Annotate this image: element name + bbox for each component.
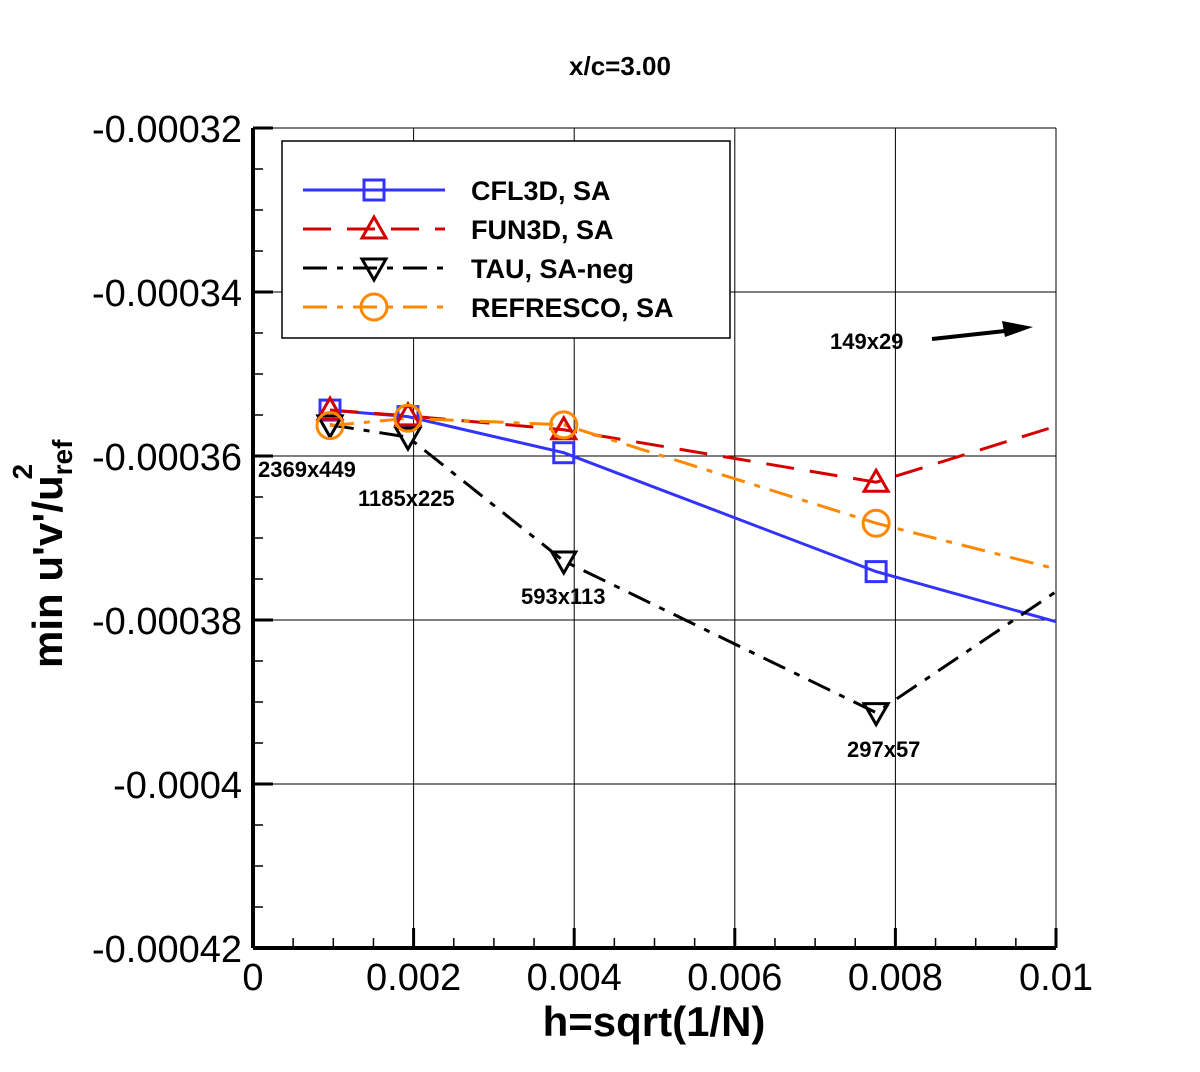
annotation-2369x449: 2369x449 — [258, 457, 356, 482]
y-tick-label: -0.00036 — [92, 437, 242, 479]
series-line-refresco — [329, 416, 1056, 571]
marker-circle — [315, 411, 345, 441]
marker-circle — [549, 410, 579, 440]
marker-triangle-down — [549, 550, 579, 576]
x-tick-label: 0.004 — [527, 957, 622, 999]
marker-square — [362, 178, 386, 202]
y-axis-label-main: min u'v'/u — [24, 475, 71, 668]
arrow-offchart — [931, 321, 1033, 341]
marker-circle — [359, 292, 389, 322]
axes: 0 0.002 0.004 0.006 0.008 0.01 -0.00032 -0.0003… — [92, 109, 1093, 999]
marker-triangle-down — [393, 426, 423, 453]
annotation-593x113: 593x113 — [521, 584, 605, 609]
legend-label: CFL3D, SA — [471, 176, 611, 206]
marker-triangle-down — [861, 702, 891, 728]
marker-circle — [861, 508, 891, 538]
marker-triangle-up — [861, 467, 891, 493]
y-axis-label: min u'v'/uref 2 — [7, 439, 78, 668]
annotation-297x57: 297x57 — [847, 737, 920, 762]
x-axis-label: h=sqrt(1/N) — [543, 998, 766, 1045]
legend-label: TAU, SA-neg — [471, 254, 634, 284]
series-line-cfl3d — [329, 408, 1056, 624]
series-line-tau — [329, 423, 1056, 715]
annotation-149x29: 149x29 — [830, 329, 903, 354]
markers-group — [315, 395, 891, 728]
chart-title: x/c=3.00 — [569, 51, 671, 81]
x-tick-label: 0.002 — [366, 957, 461, 999]
marker-triangle-up — [359, 213, 389, 240]
y-tick-label: -0.0004 — [113, 765, 242, 807]
series-line-fun3d — [329, 408, 1056, 484]
marker-circle — [393, 403, 423, 433]
x-tick-label: 0.006 — [687, 957, 782, 999]
svg-text:min u'v'/uref2: min u'v'/uref 2 — [7, 439, 78, 668]
x-tick-label: 0.008 — [848, 957, 943, 999]
legend: CFL3D, SA FUN3D, SA TAU, SA-neg REFRESCO, S… — [281, 140, 731, 339]
y-axis-label-sub: ref — [47, 439, 78, 475]
y-tick-label: -0.00042 — [92, 929, 242, 971]
marker-triangle-down — [315, 414, 345, 440]
x-tick-label: 0 — [242, 957, 263, 999]
marker-square — [552, 441, 576, 465]
series-group — [329, 408, 1056, 715]
marker-square — [864, 560, 888, 584]
y-tick-label: -0.00034 — [92, 273, 242, 315]
marker-triangle-down — [359, 257, 389, 284]
legend-label: REFRESCO, SA — [471, 293, 674, 323]
y-tick-label: -0.00038 — [92, 601, 242, 643]
y-axis-label-sup: 2 — [7, 464, 38, 480]
marker-triangle-up — [315, 395, 345, 421]
y-tick-label: -0.00032 — [92, 109, 242, 151]
marker-triangle-up — [393, 400, 423, 427]
annotation-1185x225: 1185x225 — [358, 486, 455, 511]
x-tick-label: 0.01 — [1019, 957, 1093, 999]
legend-label: FUN3D, SA — [471, 215, 614, 245]
